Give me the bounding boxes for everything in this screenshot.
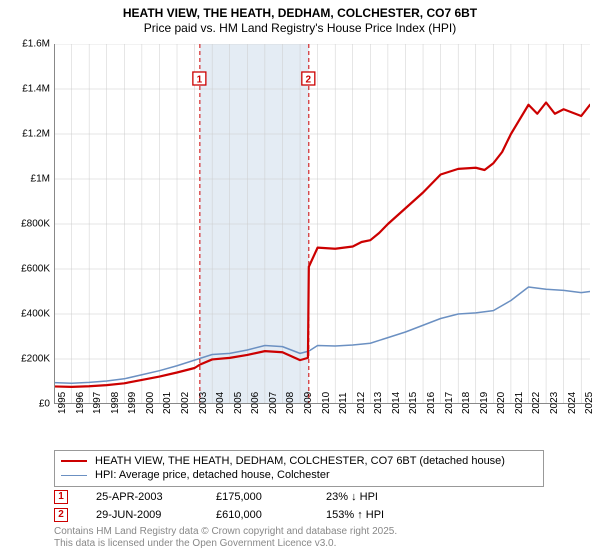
x-axis-tick-label: 2006 — [250, 392, 261, 414]
x-axis-tick-label: 2001 — [162, 392, 173, 414]
y-axis-tick-label: £1.4M — [4, 84, 50, 95]
x-axis-tick-label: 2023 — [549, 392, 560, 414]
y-axis-tick-label: £1.6M — [4, 39, 50, 50]
sale-marker-badge: 2 — [54, 508, 68, 522]
x-axis-tick-label: 2011 — [338, 392, 349, 414]
sale-markers-table: 1 25-APR-2003£175,00023% ↓ HPI 2 29-JUN-200… — [54, 490, 574, 522]
y-axis-tick-label: £200K — [4, 354, 50, 365]
legend-swatch — [61, 460, 87, 462]
x-axis-tick-label: 2020 — [496, 392, 507, 414]
y-axis-tick-label: £0 — [4, 399, 50, 410]
x-axis-tick-label: 2008 — [285, 392, 296, 414]
x-axis-tick-label: 2000 — [145, 392, 156, 414]
chart-title-line1: HEATH VIEW, THE HEATH, DEDHAM, COLCHESTE… — [0, 6, 600, 21]
svg-text:1: 1 — [197, 75, 203, 86]
x-axis-tick-label: 1999 — [127, 392, 138, 414]
x-axis-tick-label: 2007 — [268, 392, 279, 414]
x-axis-tick-label: 2018 — [461, 392, 472, 414]
y-axis-tick-label: £1.2M — [4, 129, 50, 140]
legend-row: HPI: Average price, detached house, Colc… — [61, 468, 537, 482]
x-axis-tick-label: 2016 — [426, 392, 437, 414]
legend-row: HEATH VIEW, THE HEATH, DEDHAM, COLCHESTE… — [61, 454, 537, 468]
legend-label: HEATH VIEW, THE HEATH, DEDHAM, COLCHESTE… — [95, 455, 505, 467]
sale-date: 29-JUN-2009 — [96, 509, 216, 521]
x-axis-tick-label: 2009 — [303, 392, 314, 414]
copyright-line2: This data is licensed under the Open Gov… — [54, 538, 574, 550]
chart-plot-area: 12 — [54, 44, 590, 404]
x-axis-tick-label: 2003 — [198, 392, 209, 414]
x-axis-tick-label: 2017 — [444, 392, 455, 414]
legend-swatch — [61, 475, 87, 476]
y-axis-tick-label: £800K — [4, 219, 50, 230]
x-axis-tick-label: 2015 — [408, 392, 419, 414]
x-axis-tick-label: 2021 — [514, 392, 525, 414]
sale-price: £175,000 — [216, 491, 326, 503]
sale-marker-badge: 1 — [54, 490, 68, 504]
x-axis-tick-label: 2019 — [479, 392, 490, 414]
sale-price: £610,000 — [216, 509, 326, 521]
x-axis-tick-label: 2014 — [391, 392, 402, 414]
x-axis-tick-label: 1995 — [57, 392, 68, 414]
svg-text:2: 2 — [306, 75, 312, 86]
x-axis-tick-label: 1998 — [110, 392, 121, 414]
y-axis-tick-label: £1M — [4, 174, 50, 185]
sale-delta-vs-hpi: 153% ↑ HPI — [326, 509, 384, 521]
chart-title-line2: Price paid vs. HM Land Registry's House … — [0, 21, 600, 36]
legend: HEATH VIEW, THE HEATH, DEDHAM, COLCHESTE… — [54, 450, 544, 487]
sale-delta-vs-hpi: 23% ↓ HPI — [326, 491, 378, 503]
x-axis-tick-label: 2005 — [233, 392, 244, 414]
legend-label: HPI: Average price, detached house, Colc… — [95, 469, 330, 481]
sale-marker-row: 2 29-JUN-2009£610,000153% ↑ HPI — [54, 508, 574, 522]
x-axis-tick-label: 2010 — [321, 392, 332, 414]
y-axis-tick-label: £400K — [4, 309, 50, 320]
y-axis-tick-label: £600K — [4, 264, 50, 275]
x-axis-tick-label: 2025 — [584, 392, 595, 414]
sale-marker-row: 1 25-APR-2003£175,00023% ↓ HPI — [54, 490, 574, 504]
x-axis-tick-label: 2012 — [356, 392, 367, 414]
x-axis-tick-label: 2013 — [373, 392, 384, 414]
x-axis-tick-label: 1996 — [75, 392, 86, 414]
x-axis-tick-label: 2002 — [180, 392, 191, 414]
x-axis-tick-label: 1997 — [92, 392, 103, 414]
sale-date: 25-APR-2003 — [96, 491, 216, 503]
x-axis-tick-label: 2004 — [215, 392, 226, 414]
copyright-line1: Contains HM Land Registry data © Crown c… — [54, 526, 574, 538]
x-axis-tick-label: 2022 — [531, 392, 542, 414]
x-axis-tick-label: 2024 — [567, 392, 578, 414]
